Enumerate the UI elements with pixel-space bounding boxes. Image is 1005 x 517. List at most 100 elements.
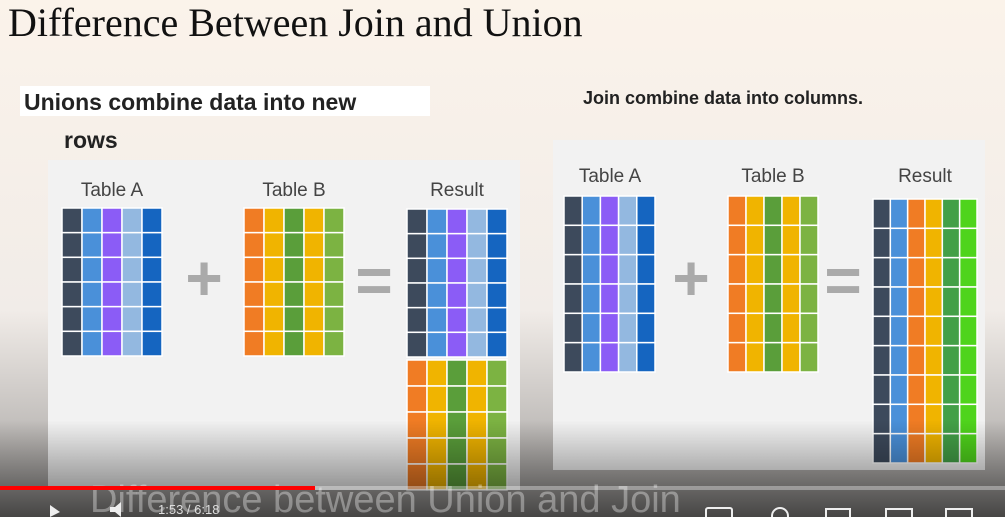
table-cell xyxy=(617,253,638,285)
table-cell xyxy=(243,207,265,234)
table-cell xyxy=(763,224,783,256)
table-cell xyxy=(889,227,909,259)
table-cell xyxy=(141,207,163,234)
table-cell xyxy=(466,232,488,260)
table-cell xyxy=(563,253,583,285)
table-cell xyxy=(563,341,583,373)
table-cell xyxy=(906,256,926,288)
table-cell xyxy=(446,208,468,235)
table-cell xyxy=(727,341,747,373)
table-cell xyxy=(426,208,448,235)
table-cell xyxy=(617,195,638,227)
table-cell xyxy=(81,330,103,357)
table-cell xyxy=(941,198,961,230)
table-cell xyxy=(924,227,944,259)
table-cell xyxy=(263,207,285,234)
table-cell xyxy=(599,253,620,285)
table-cell xyxy=(283,281,305,308)
table-cell xyxy=(101,330,123,357)
table-cell xyxy=(906,344,926,376)
table-cell xyxy=(406,232,428,260)
theater-button[interactable] xyxy=(885,508,913,517)
table-cell xyxy=(889,286,909,318)
table-cell xyxy=(617,224,638,256)
next-button[interactable] xyxy=(50,505,60,517)
table-cell xyxy=(581,195,602,227)
table-cell xyxy=(958,198,978,230)
table-cell xyxy=(283,231,305,259)
miniplayer-button[interactable] xyxy=(825,508,851,517)
join-heading: Join combine data into columns. xyxy=(583,88,863,108)
subtitles-button[interactable] xyxy=(705,507,733,517)
table-cell xyxy=(872,344,892,376)
table-cell xyxy=(924,315,944,347)
table-cell xyxy=(781,195,801,227)
table-cell xyxy=(243,330,265,357)
table-cell xyxy=(906,315,926,347)
table-cell xyxy=(303,207,325,234)
table-cell xyxy=(263,281,285,308)
table-cell xyxy=(466,385,488,413)
settings-button[interactable] xyxy=(771,507,789,517)
table-cell xyxy=(101,305,123,333)
progress-track[interactable] xyxy=(0,486,1005,490)
table-cell xyxy=(599,283,620,315)
table-cell xyxy=(727,224,747,256)
table-cell xyxy=(941,256,961,288)
plus-sign: + xyxy=(672,242,709,314)
table-cell xyxy=(243,231,265,259)
table-cell xyxy=(581,253,602,285)
table-cell xyxy=(799,253,819,285)
table-cell xyxy=(599,312,620,344)
table-cell xyxy=(323,281,345,308)
table-cell xyxy=(889,374,909,406)
table-cell xyxy=(763,283,783,315)
table-cell xyxy=(121,207,143,234)
volume-button[interactable] xyxy=(110,502,121,517)
table-cell xyxy=(283,207,305,234)
table-cell xyxy=(303,256,325,283)
table-cell xyxy=(406,208,428,235)
table-cell xyxy=(101,231,123,259)
table-cell xyxy=(263,256,285,283)
table-cell xyxy=(263,330,285,357)
table-cell xyxy=(889,315,909,347)
table-cell xyxy=(121,231,143,259)
table-cell xyxy=(799,312,819,344)
table-label: Table A xyxy=(579,166,642,187)
table-cell xyxy=(889,344,909,376)
caption: Difference between Union and Join xyxy=(90,479,681,517)
table-cell xyxy=(563,283,583,315)
table-cell xyxy=(486,257,508,284)
table-cell xyxy=(323,207,345,234)
table-cell xyxy=(486,232,508,260)
table-cell xyxy=(958,344,978,376)
table-cell xyxy=(81,207,103,234)
table-cell xyxy=(617,312,638,344)
table-label: Table B xyxy=(741,166,804,187)
table-cell xyxy=(727,283,747,315)
table-cell xyxy=(581,341,602,373)
table-cell xyxy=(141,256,163,283)
table-cell xyxy=(426,385,448,413)
table-cell xyxy=(466,331,488,358)
table-cell xyxy=(781,283,801,315)
fullscreen-button[interactable] xyxy=(945,508,973,517)
table-cell xyxy=(581,224,602,256)
table-cell xyxy=(599,341,620,373)
table-cell xyxy=(486,282,508,309)
table-cell xyxy=(323,231,345,259)
table-cell xyxy=(446,306,468,334)
table-cell xyxy=(924,344,944,376)
table-cell xyxy=(958,227,978,259)
table-cell xyxy=(141,281,163,308)
table-cell xyxy=(745,253,765,285)
table-cell xyxy=(303,305,325,333)
table-cell xyxy=(426,232,448,260)
table-cell xyxy=(263,231,285,259)
table-cell xyxy=(799,341,819,373)
table-cell xyxy=(426,306,448,334)
table-cell xyxy=(446,282,468,309)
